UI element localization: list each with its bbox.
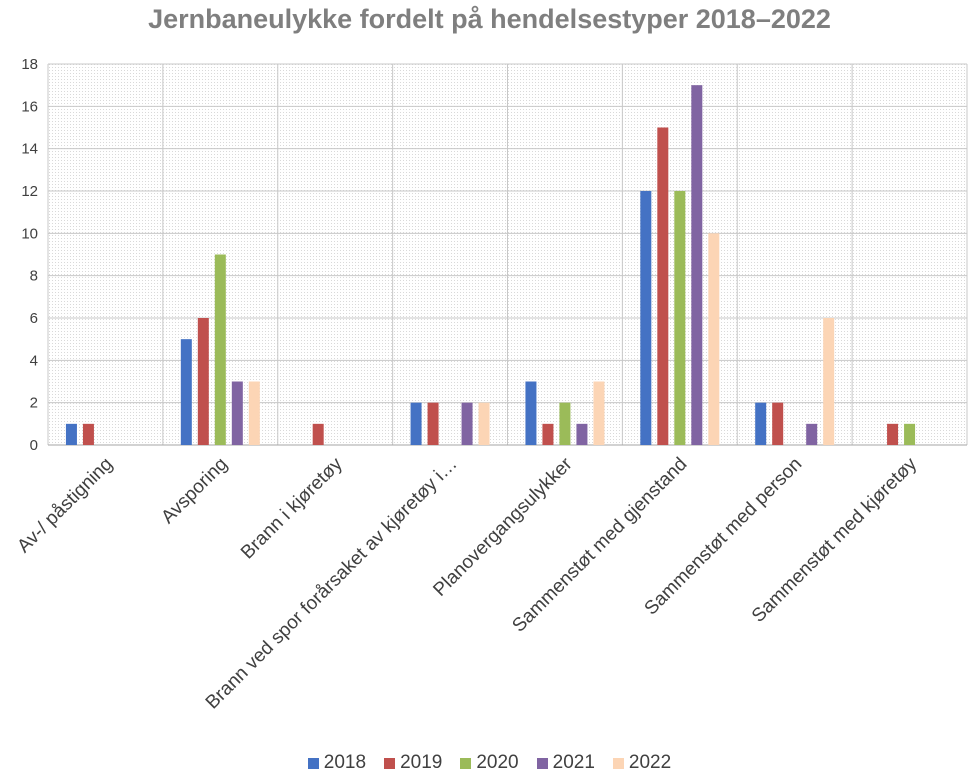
legend: 2018 2019 2020 2021 2022	[0, 752, 979, 774]
y-tick-label: 4	[30, 352, 38, 369]
legend-item: 2020	[460, 752, 519, 774]
bar-2021	[806, 423, 818, 445]
legend-item: 2021	[536, 752, 595, 774]
bar-2018	[755, 402, 767, 445]
bar-2018	[525, 381, 537, 445]
legend-label: 2019	[400, 752, 443, 773]
legend-item: 2018	[307, 752, 367, 774]
y-tick-label: 0	[30, 437, 38, 454]
x-category-label: Brann ved spor forårsaket av kjøretøy i…	[202, 454, 462, 714]
bar-2021	[576, 423, 588, 445]
legend-label: 2018	[323, 752, 367, 773]
y-tick-label: 12	[21, 183, 38, 200]
bar-2020	[214, 254, 226, 445]
bar-2020	[904, 423, 916, 445]
y-tick-label: 14	[21, 141, 38, 158]
bar-2021	[461, 402, 473, 445]
legend-label: 2020	[476, 752, 519, 773]
bar-2019	[657, 127, 669, 445]
legend-swatch	[307, 757, 319, 769]
bar-2018	[640, 191, 652, 445]
legend-item: 2019	[384, 752, 442, 774]
y-tick-label: 2	[30, 395, 38, 412]
x-category-label: Av-/ påstigning	[13, 454, 116, 557]
y-tick-label: 10	[21, 225, 38, 242]
bar-2019	[772, 402, 784, 445]
x-category-label: Brann i kjøretøy	[237, 453, 347, 563]
legend-swatch	[384, 757, 396, 769]
legend-swatch	[460, 757, 472, 769]
bar-2018	[65, 423, 77, 445]
bar-2019	[542, 423, 554, 445]
y-tick-label: 16	[21, 98, 38, 115]
bar-2022	[593, 381, 605, 445]
legend-swatch	[612, 757, 624, 769]
y-tick-label: 18	[21, 56, 38, 73]
bar-2019	[312, 423, 324, 445]
bar-2019	[82, 423, 94, 445]
bar-2020	[559, 402, 571, 445]
bar-2019	[887, 423, 899, 445]
bar-2020	[674, 191, 686, 445]
legend-label: 2022	[628, 752, 672, 773]
legend-label: 2021	[552, 752, 595, 773]
x-category-label: Avsporing	[157, 454, 231, 528]
bar-2018	[180, 339, 192, 445]
bar-2019	[427, 402, 439, 445]
y-tick-label: 8	[30, 268, 38, 285]
bar-2022	[478, 402, 490, 445]
bar-2022	[248, 381, 260, 445]
legend-swatch	[536, 757, 548, 769]
bar-2019	[197, 318, 209, 445]
legend-item: 2022	[612, 752, 672, 774]
bar-2021	[691, 85, 703, 446]
y-tick-label: 6	[30, 310, 38, 327]
bar-2018	[410, 402, 422, 445]
bar-2022	[823, 318, 835, 445]
chart-title: Jernbaneulykke fordelt på hendelsestyper…	[148, 4, 831, 34]
bar-2021	[231, 381, 243, 445]
bar-2022	[708, 233, 720, 445]
